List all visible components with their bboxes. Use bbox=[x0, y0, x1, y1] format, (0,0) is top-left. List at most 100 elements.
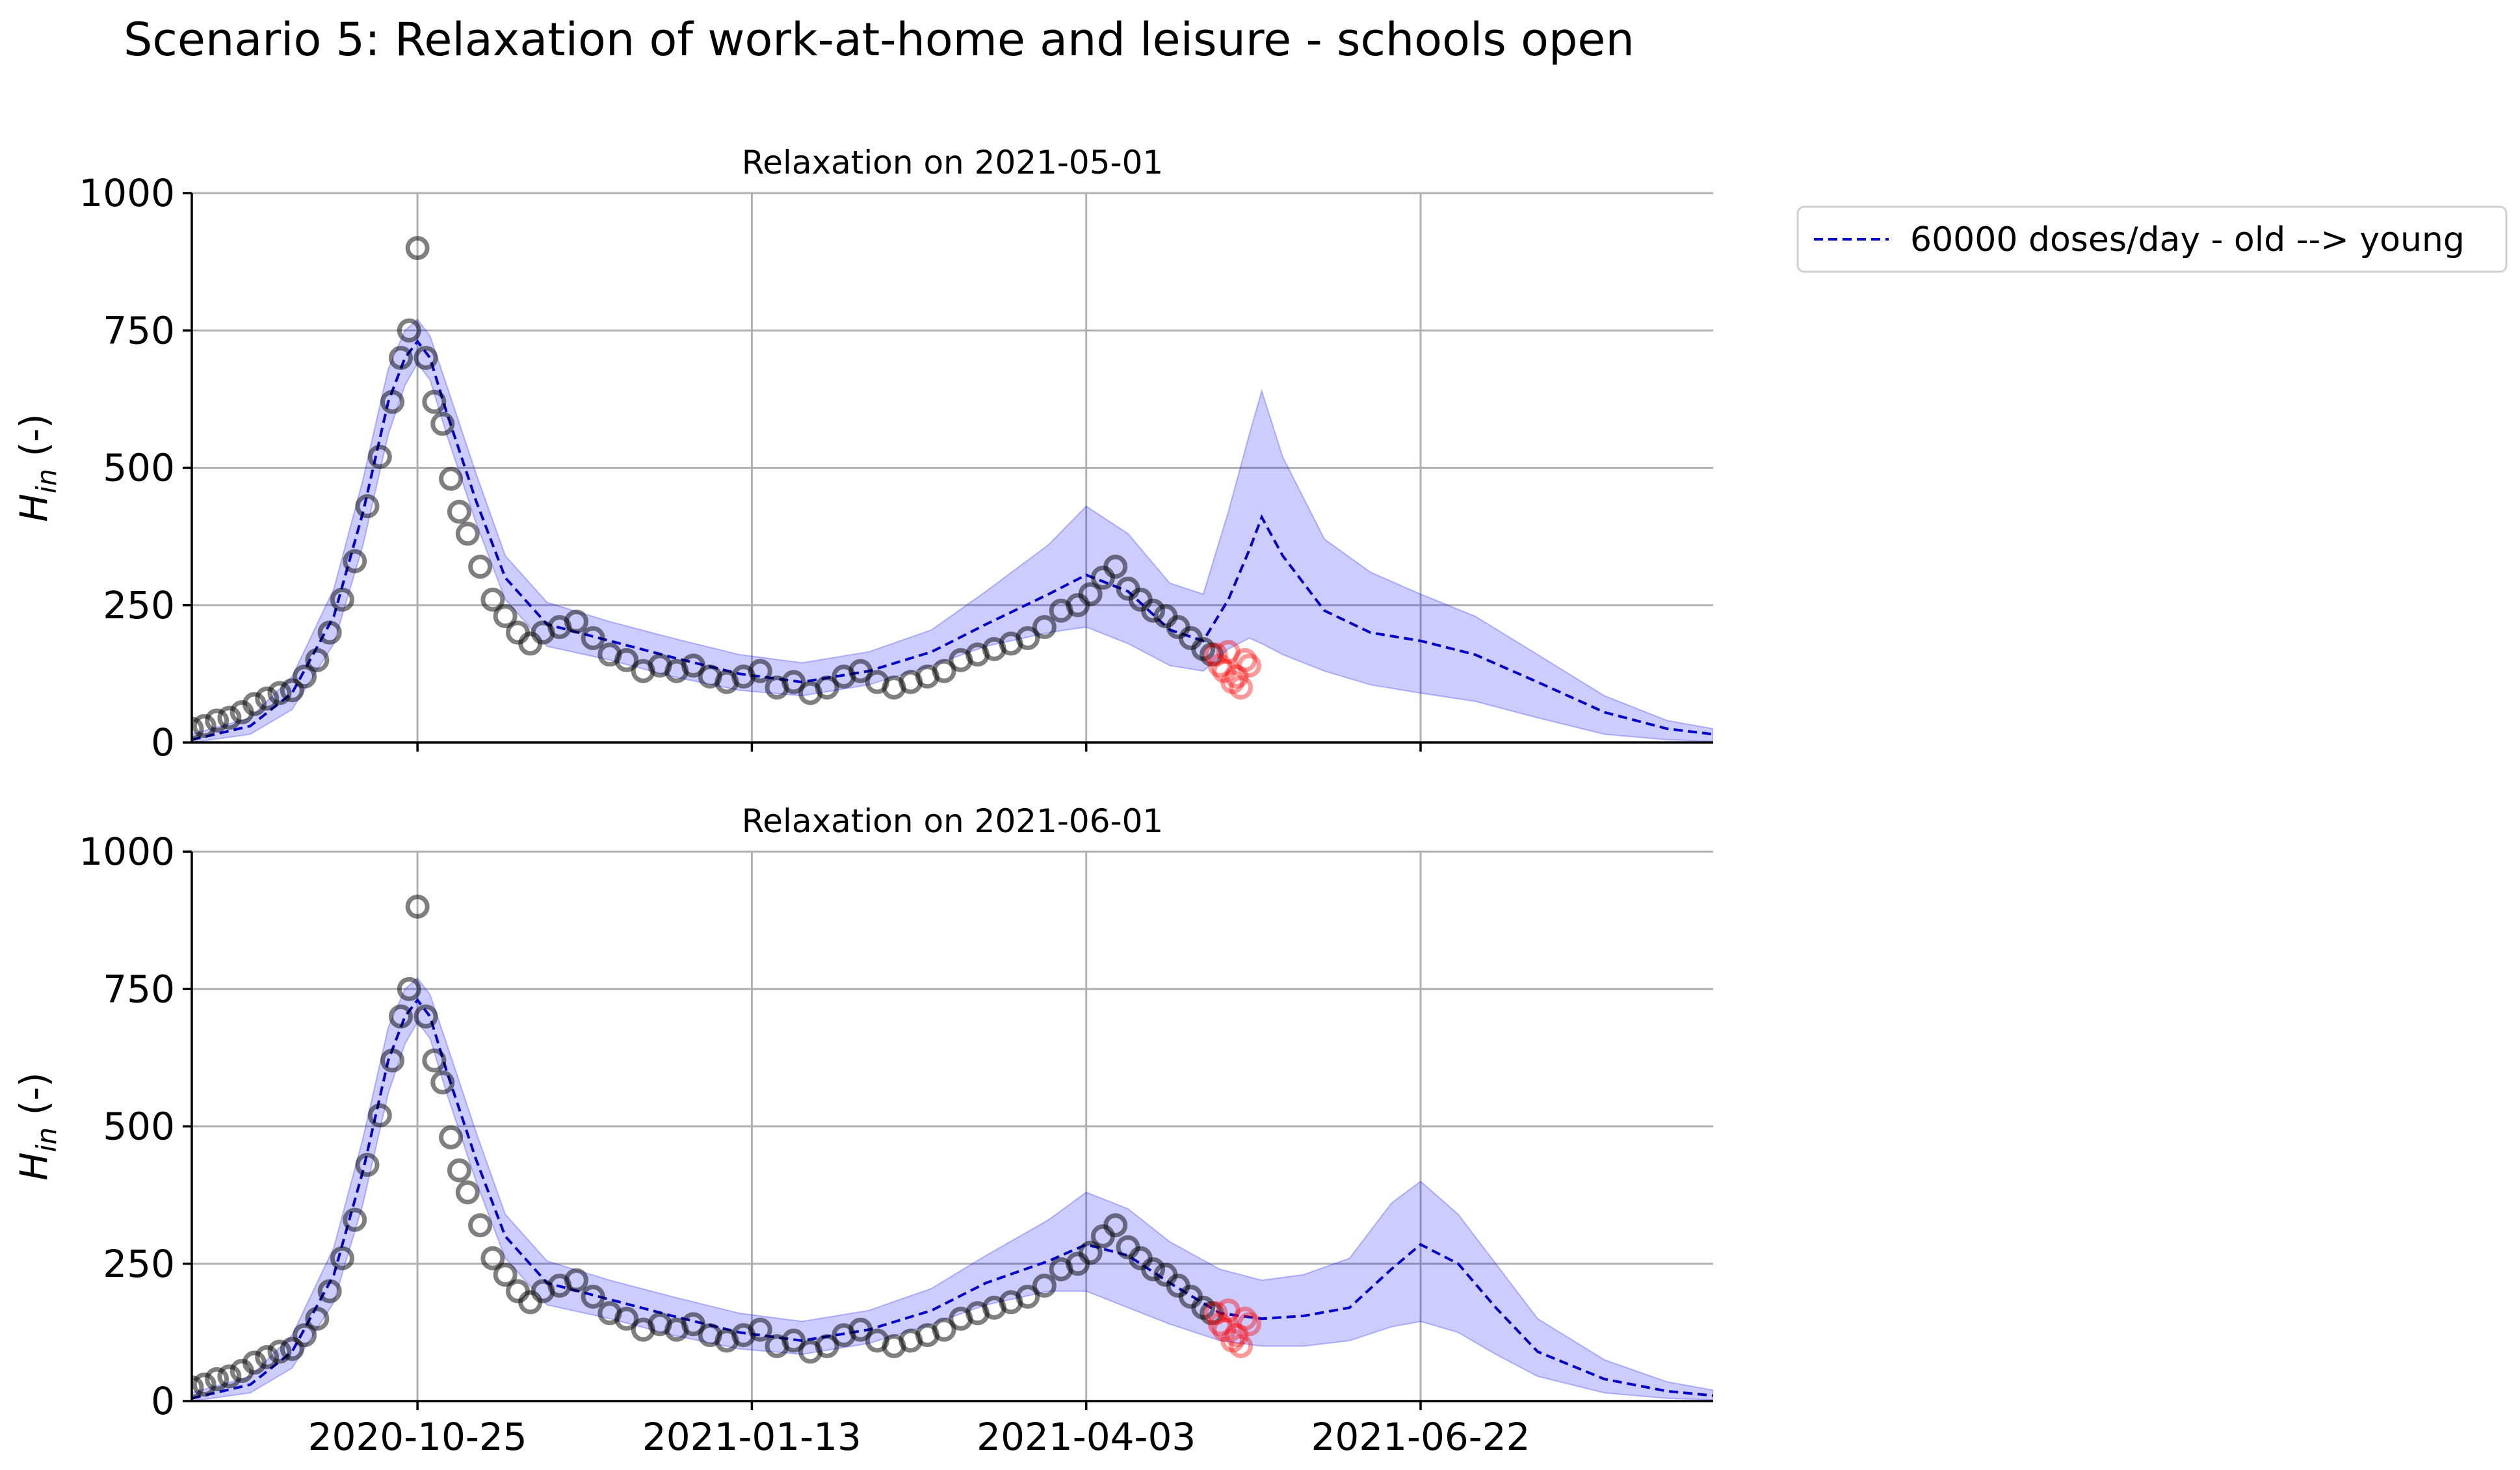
legend-label: 60000 doses/day - old --> young bbox=[1910, 220, 2465, 259]
observed-new-point bbox=[1207, 1312, 1232, 1337]
observed-point bbox=[293, 664, 317, 689]
observed-new-point bbox=[1224, 664, 1249, 689]
observed-point bbox=[781, 670, 806, 694]
observed-point bbox=[405, 895, 430, 919]
observed-point bbox=[493, 604, 518, 629]
observed-point bbox=[1078, 1240, 1103, 1265]
observed-point bbox=[1141, 598, 1166, 623]
observed-point bbox=[447, 499, 471, 524]
observed-point bbox=[422, 1048, 447, 1073]
y-tick-label: 1000 bbox=[79, 171, 175, 215]
observed-point bbox=[330, 587, 354, 612]
observed-point bbox=[255, 1345, 280, 1369]
observed-point bbox=[480, 587, 505, 612]
observed-point bbox=[217, 1364, 242, 1389]
observed-new-point bbox=[1212, 1317, 1237, 1342]
observed-point bbox=[267, 681, 292, 705]
observed-point bbox=[192, 716, 204, 741]
y-tick-label: 750 bbox=[103, 308, 175, 352]
observed-new-point bbox=[1216, 1298, 1240, 1323]
observed-point bbox=[343, 1207, 367, 1232]
observed-point bbox=[1078, 582, 1103, 607]
x-tick-label: 2021-06-22 bbox=[1311, 1415, 1530, 1459]
subplot-title: Relaxation on 2021-06-01 bbox=[742, 802, 1163, 840]
observed-point bbox=[242, 692, 267, 716]
y-tick-label: 500 bbox=[103, 1105, 175, 1149]
observed-point bbox=[217, 705, 242, 730]
observed-point bbox=[447, 1158, 471, 1183]
observed-point bbox=[367, 1103, 392, 1128]
observed-point bbox=[388, 1004, 413, 1029]
observed-point bbox=[1032, 1274, 1057, 1298]
observed-point bbox=[505, 620, 530, 645]
observed-point bbox=[205, 708, 230, 733]
observed-point bbox=[367, 445, 392, 469]
observed-point bbox=[581, 1284, 605, 1309]
observed-point bbox=[455, 521, 480, 546]
observed-point bbox=[413, 1004, 438, 1029]
y-tick-label: 750 bbox=[103, 967, 175, 1011]
observed-new-point bbox=[1237, 653, 1261, 678]
legend-frame bbox=[1796, 205, 2508, 273]
observed-point bbox=[388, 346, 413, 370]
observed-point bbox=[293, 1323, 317, 1348]
observed-point bbox=[681, 653, 705, 678]
observed-point bbox=[305, 648, 330, 672]
observed-point bbox=[413, 346, 438, 370]
observed-point bbox=[330, 1246, 354, 1270]
subplot-relaxation-june: Relaxation on 2021-06-01 0 250 500 750 1000 20… bbox=[12, 802, 1713, 1459]
observed-point bbox=[932, 1317, 956, 1342]
observed-point bbox=[455, 1180, 480, 1205]
observed-new-point bbox=[1212, 659, 1237, 683]
observed-point bbox=[317, 1279, 342, 1304]
y-tick-label: 500 bbox=[103, 446, 175, 490]
observed-point bbox=[748, 659, 772, 683]
observed-point bbox=[815, 1334, 839, 1358]
observed-new-point bbox=[1229, 1334, 1253, 1358]
confidence-band bbox=[192, 318, 1713, 742]
observed-point bbox=[468, 1213, 493, 1238]
observed-point bbox=[242, 1350, 267, 1375]
observed-point bbox=[848, 1317, 873, 1342]
observed-point bbox=[305, 1306, 330, 1331]
subplot-relaxation-may: Relaxation on 2021-05-01 0 250 500 750 1000 Hi… bbox=[12, 144, 1713, 765]
observed-point bbox=[255, 686, 280, 711]
plot-area bbox=[192, 236, 1713, 742]
subplot-title: Relaxation on 2021-05-01 bbox=[742, 144, 1163, 181]
observed-point bbox=[280, 678, 304, 703]
y-tick-label: 0 bbox=[151, 720, 175, 765]
observed-point bbox=[1103, 555, 1128, 579]
observed-point bbox=[267, 1339, 292, 1364]
observed-point bbox=[468, 555, 493, 579]
observed-point bbox=[355, 1153, 380, 1177]
observed-point bbox=[430, 1070, 455, 1095]
observed-point bbox=[405, 236, 430, 260]
observed-point bbox=[1016, 625, 1040, 650]
observed-new-point bbox=[1233, 1306, 1257, 1331]
observed-point bbox=[1200, 642, 1224, 667]
x-tick-label: 2020-10-25 bbox=[308, 1415, 527, 1459]
observed-point bbox=[192, 714, 217, 739]
observed-point bbox=[518, 1290, 543, 1315]
observed-point bbox=[1141, 1257, 1166, 1281]
observed-point bbox=[280, 1337, 304, 1361]
observed-new-point bbox=[1229, 676, 1253, 700]
observed-point bbox=[748, 1317, 772, 1342]
model-median-line bbox=[192, 997, 1713, 1400]
observed-point bbox=[1103, 1213, 1128, 1238]
observed-point bbox=[681, 1312, 705, 1337]
observed-new-point bbox=[1203, 1301, 1228, 1326]
observed-point bbox=[422, 389, 447, 414]
y-axis-label: Hin (-) bbox=[12, 1072, 62, 1181]
observed-point bbox=[614, 648, 639, 672]
observed-new-point bbox=[1224, 1323, 1249, 1348]
observed-point bbox=[480, 1246, 505, 1270]
observed-point bbox=[355, 494, 380, 519]
observed-point bbox=[1032, 615, 1057, 640]
observed-new-point bbox=[1220, 670, 1245, 694]
observed-new-point bbox=[1203, 642, 1228, 667]
figure-title: Scenario 5: Relaxation of work-at-home a… bbox=[124, 13, 1634, 66]
y-tick-label: 1000 bbox=[79, 830, 175, 874]
observed-point bbox=[518, 631, 543, 656]
